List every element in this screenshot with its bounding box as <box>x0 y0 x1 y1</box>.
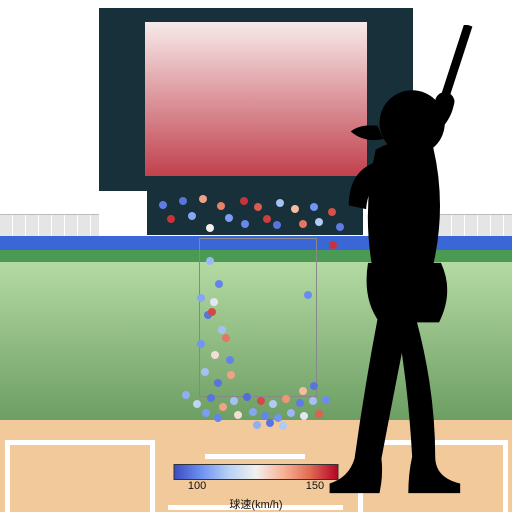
pitch-marker <box>218 326 226 334</box>
pitch-marker <box>300 412 308 420</box>
pitch-marker <box>193 400 201 408</box>
pitch-marker <box>217 202 225 210</box>
pitch-marker <box>215 280 223 288</box>
pitch-marker <box>210 298 218 306</box>
pitch-marker <box>287 409 295 417</box>
pitch-marker <box>296 399 304 407</box>
pitch-marker <box>225 214 233 222</box>
strike-zone <box>199 238 317 397</box>
pitch-marker <box>253 421 261 429</box>
pitch-marker <box>274 414 282 422</box>
pitch-marker <box>182 391 190 399</box>
colorbar-ticks: 100 150 <box>174 480 339 496</box>
pitch-marker <box>273 221 281 229</box>
pitch-marker <box>254 203 262 211</box>
pitch-marker <box>179 197 187 205</box>
pitch-marker <box>269 400 277 408</box>
pitch-marker <box>279 422 287 430</box>
pitch-marker <box>249 408 257 416</box>
pitch-marker <box>199 195 207 203</box>
chalk-line <box>150 445 155 512</box>
pitch-marker <box>243 393 251 401</box>
pitch-marker <box>188 212 196 220</box>
pitch-marker <box>202 409 210 417</box>
chalk-line <box>5 445 10 512</box>
pitch-marker <box>219 403 227 411</box>
pitch-marker <box>207 394 215 402</box>
colorbar-gradient <box>174 464 339 480</box>
pitch-marker <box>214 414 222 422</box>
stadium-stands-left <box>0 214 99 238</box>
pitch-marker <box>241 220 249 228</box>
pitch-marker <box>234 411 242 419</box>
pitch-marker <box>230 397 238 405</box>
pitch-marker <box>206 257 214 265</box>
pitch-marker <box>310 203 318 211</box>
pitch-marker <box>197 340 205 348</box>
colorbar-tick: 100 <box>188 480 206 492</box>
pitch-marker <box>299 387 307 395</box>
pitch-marker <box>299 220 307 228</box>
pitch-marker <box>276 199 284 207</box>
colorbar-tick: 150 <box>306 480 324 492</box>
pitch-marker <box>240 197 248 205</box>
pitch-marker <box>282 395 290 403</box>
chalk-line <box>5 440 155 445</box>
colorbar-label: 球速(km/h) <box>174 496 339 512</box>
pitch-marker <box>208 308 216 316</box>
pitch-location-chart: 100 150 球速(km/h) <box>0 0 512 512</box>
pitch-marker <box>257 397 265 405</box>
colorbar: 100 150 球速(km/h) <box>174 464 339 512</box>
pitch-marker <box>222 334 230 342</box>
pitch-marker <box>291 205 299 213</box>
pitch-marker <box>310 382 318 390</box>
pitch-marker <box>227 371 235 379</box>
pitch-marker <box>263 215 271 223</box>
pitch-marker <box>206 224 214 232</box>
chalk-line <box>205 454 305 459</box>
pitch-marker <box>226 356 234 364</box>
pitch-marker <box>167 215 175 223</box>
pitch-marker <box>197 294 205 302</box>
pitch-marker <box>266 419 274 427</box>
pitch-marker <box>304 291 312 299</box>
pitch-marker <box>211 351 219 359</box>
pitch-marker <box>309 397 317 405</box>
pitch-marker <box>201 368 209 376</box>
pitch-marker <box>214 379 222 387</box>
pitch-marker <box>159 201 167 209</box>
batter-silhouette <box>320 25 512 495</box>
